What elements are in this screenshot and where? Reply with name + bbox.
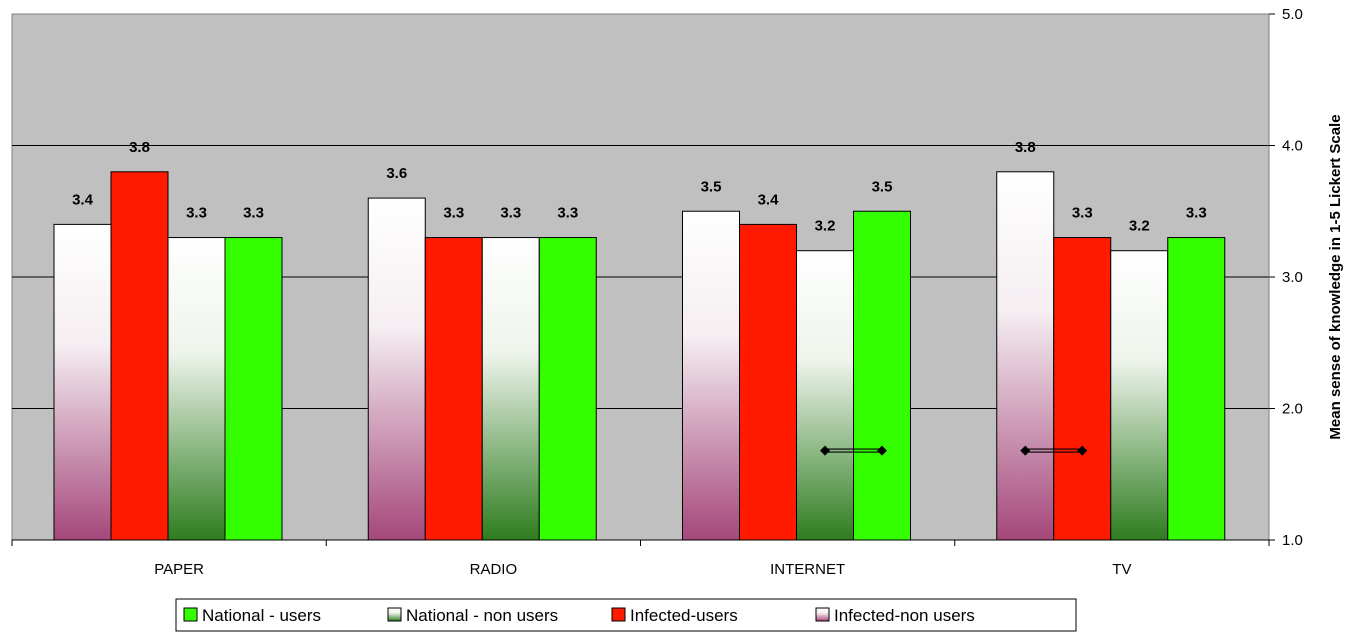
data-labels: 3.4 3.8 3.3 3.3 3.6 3.3 3.3 3.3 3.5 3.4 3.2 3.5 3.8 3… bbox=[72, 139, 1207, 235]
data-label: 3.3 bbox=[443, 205, 464, 222]
significance-markers bbox=[820, 445, 1088, 456]
legend-swatch bbox=[611, 607, 626, 622]
y-tick-label: 1.0 bbox=[1282, 532, 1303, 549]
y-tick-label: 3.0 bbox=[1282, 269, 1303, 286]
bar-tv-infected-users bbox=[1053, 237, 1112, 541]
legend-swatch bbox=[815, 607, 830, 622]
legend-label: Infected-non users bbox=[834, 606, 975, 625]
legend-item: National - non users bbox=[387, 606, 558, 625]
legend-item: National - users bbox=[183, 606, 321, 625]
x-tick-label: INTERNET bbox=[770, 561, 845, 578]
x-tick-label: TV bbox=[1112, 561, 1131, 578]
data-label: 3.6 bbox=[386, 165, 407, 182]
data-label: 3.3 bbox=[186, 205, 207, 222]
significance-marker bbox=[820, 445, 887, 456]
y-tick-label: 5.0 bbox=[1282, 6, 1303, 23]
legend-swatch bbox=[183, 607, 198, 622]
axes: 1.0 2.0 3.0 4.0 5.0 PAPER RADIO INTERNET TV bbox=[11, 6, 1303, 578]
legend-label: Infected-users bbox=[630, 606, 738, 625]
data-label: 3.4 bbox=[758, 191, 780, 208]
data-label: 3.2 bbox=[815, 218, 836, 235]
data-label: 3.3 bbox=[557, 205, 578, 222]
bar-internet-infected-users bbox=[739, 223, 797, 541]
bar-paper-infected-non-users bbox=[53, 223, 112, 541]
bar-tv-national-non-users bbox=[1110, 250, 1169, 541]
data-label: 3.8 bbox=[1015, 139, 1036, 156]
y-tick-label: 2.0 bbox=[1282, 401, 1303, 418]
bar-internet-infected-non-users bbox=[682, 210, 740, 541]
legend-item: Infected-non users bbox=[815, 606, 975, 625]
bar-internet-national-users bbox=[853, 210, 911, 541]
legend-box bbox=[175, 598, 1077, 632]
data-label: 3.3 bbox=[500, 205, 521, 222]
bar-tv-national-users bbox=[1167, 237, 1226, 541]
significance-marker bbox=[1020, 445, 1088, 456]
x-tick-label: RADIO bbox=[470, 561, 518, 578]
data-label: 3.3 bbox=[1072, 205, 1093, 222]
bar-radio-national-non-users bbox=[481, 237, 540, 541]
data-label: 3.2 bbox=[1129, 218, 1150, 235]
data-label: 3.5 bbox=[701, 178, 722, 195]
data-label: 3.5 bbox=[872, 178, 893, 195]
data-label: 3.8 bbox=[129, 139, 150, 156]
legend-label: National - users bbox=[202, 606, 321, 625]
x-tick-label: PAPER bbox=[154, 561, 204, 578]
data-label: 3.3 bbox=[1186, 205, 1207, 222]
bar-tv-infected-non-users bbox=[996, 171, 1055, 541]
bar-radio-infected-users bbox=[424, 237, 483, 541]
data-label: 3.4 bbox=[72, 191, 94, 208]
y-tick-label: 4.0 bbox=[1282, 138, 1303, 155]
data-label: 3.3 bbox=[243, 205, 264, 222]
bar-paper-infected-users bbox=[110, 171, 169, 541]
legend-label: National - non users bbox=[406, 606, 558, 625]
legend-swatch bbox=[387, 607, 402, 622]
bar-internet-national-non-users bbox=[796, 250, 854, 541]
legend: National - users National - non users Infe… bbox=[175, 598, 1077, 632]
bar-radio-national-users bbox=[538, 237, 597, 541]
bar-paper-national-users bbox=[224, 237, 283, 541]
bars bbox=[53, 171, 1226, 541]
bar-paper-national-non-users bbox=[167, 237, 226, 541]
bar-radio-infected-non-users bbox=[367, 197, 426, 541]
y-axis-title: Mean sense of knowledge in 1-5 Lickert S… bbox=[1327, 114, 1344, 439]
legend-item: Infected-users bbox=[611, 606, 738, 625]
